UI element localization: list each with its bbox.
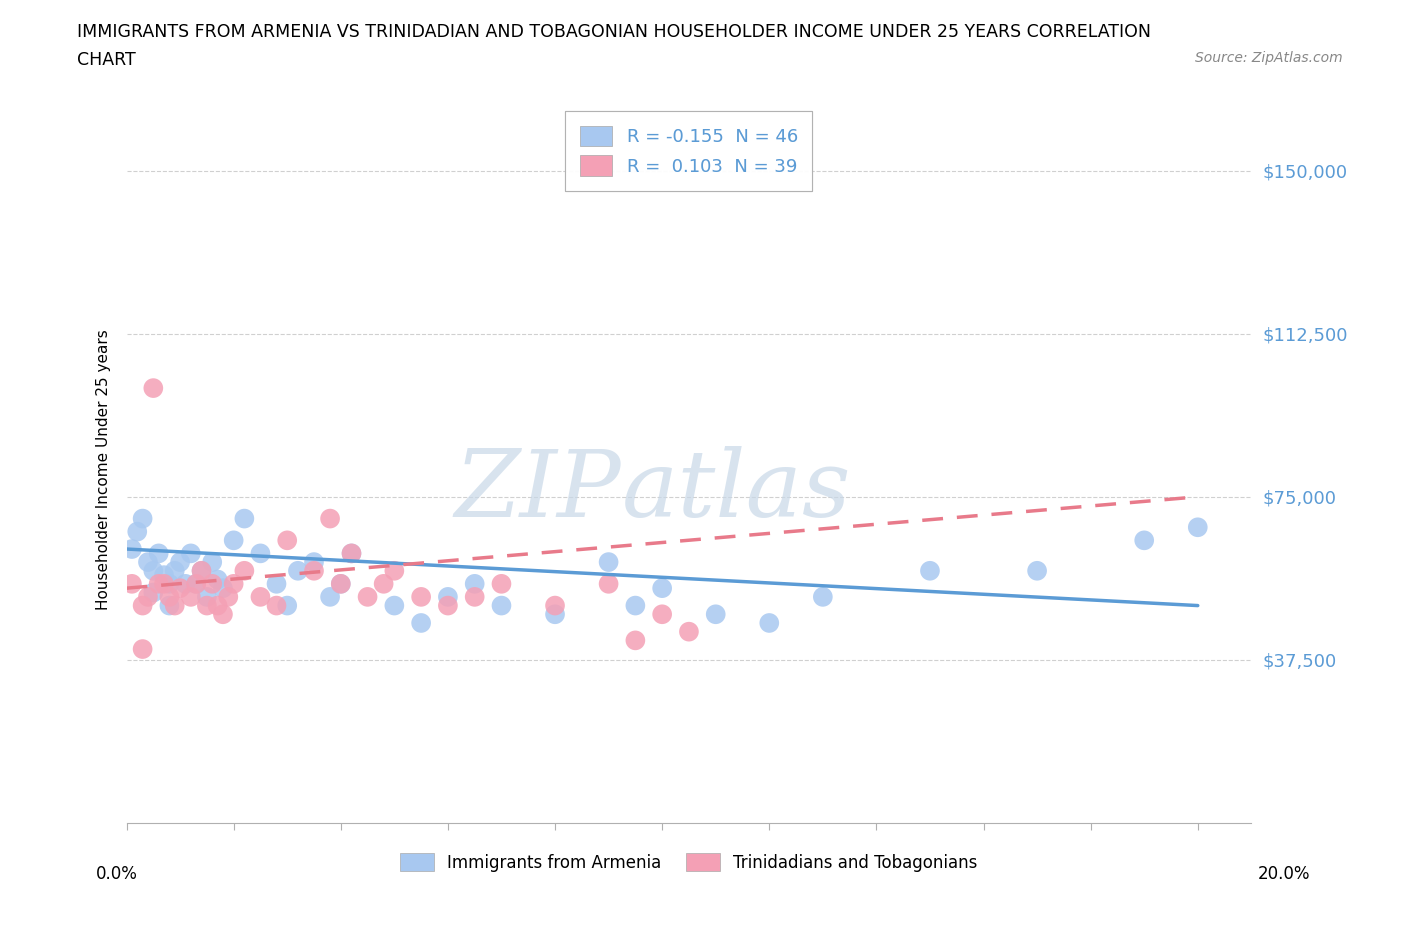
Point — [249, 546, 271, 561]
Point — [180, 590, 202, 604]
Point — [266, 598, 288, 613]
Point — [169, 580, 191, 595]
Point — [207, 572, 229, 587]
Text: IMMIGRANTS FROM ARMENIA VS TRINIDADIAN AND TOBAGONIAN HOUSEHOLDER INCOME UNDER 2: IMMIGRANTS FROM ARMENIA VS TRINIDADIAN A… — [77, 23, 1152, 41]
Point — [142, 564, 165, 578]
Point — [136, 590, 159, 604]
Point — [127, 525, 149, 539]
Point — [624, 598, 647, 613]
Point — [148, 546, 170, 561]
Point — [163, 564, 186, 578]
Point — [373, 577, 395, 591]
Point — [340, 546, 363, 561]
Point — [1187, 520, 1209, 535]
Point — [624, 633, 647, 648]
Point — [287, 564, 309, 578]
Point — [153, 577, 176, 591]
Legend: R = -0.155  N = 46, R =  0.103  N = 39: R = -0.155 N = 46, R = 0.103 N = 39 — [565, 112, 813, 191]
Point — [491, 598, 513, 613]
Point — [186, 577, 208, 591]
Point — [190, 564, 212, 578]
Point — [157, 577, 180, 591]
Point — [276, 533, 298, 548]
Point — [678, 624, 700, 639]
Point — [411, 616, 433, 631]
Point — [233, 512, 256, 526]
Point — [131, 512, 153, 526]
Point — [153, 567, 176, 582]
Point — [319, 512, 342, 526]
Point — [233, 564, 256, 578]
Point — [411, 590, 433, 604]
Point — [340, 546, 363, 561]
Point — [598, 577, 620, 591]
Point — [382, 598, 405, 613]
Text: 20.0%: 20.0% — [1258, 865, 1310, 883]
Text: ZIP: ZIP — [454, 445, 621, 536]
Point — [136, 554, 159, 569]
Point — [356, 590, 378, 604]
Point — [464, 577, 486, 591]
Point — [382, 564, 405, 578]
Point — [319, 590, 342, 604]
Point — [142, 380, 165, 395]
Point — [302, 554, 325, 569]
Point — [157, 598, 180, 613]
Point — [918, 564, 941, 578]
Point — [491, 577, 513, 591]
Point — [811, 590, 834, 604]
Y-axis label: Householder Income Under 25 years: Householder Income Under 25 years — [96, 329, 111, 610]
Point — [544, 598, 567, 613]
Text: atlas: atlas — [621, 445, 851, 536]
Point — [186, 577, 208, 591]
Point — [121, 577, 143, 591]
Point — [212, 580, 235, 595]
Text: CHART: CHART — [77, 51, 136, 69]
Point — [169, 554, 191, 569]
Point — [437, 598, 460, 613]
Point — [142, 585, 165, 600]
Point — [148, 577, 170, 591]
Point — [174, 577, 197, 591]
Point — [329, 577, 352, 591]
Point — [704, 607, 727, 622]
Point — [1026, 564, 1049, 578]
Point — [195, 590, 218, 604]
Point — [207, 598, 229, 613]
Point — [651, 580, 673, 595]
Point — [266, 577, 288, 591]
Point — [190, 564, 212, 578]
Point — [212, 607, 235, 622]
Point — [651, 607, 673, 622]
Point — [598, 554, 620, 569]
Point — [437, 590, 460, 604]
Point — [180, 546, 202, 561]
Point — [163, 598, 186, 613]
Point — [222, 577, 245, 591]
Point — [302, 564, 325, 578]
Point — [222, 533, 245, 548]
Point — [217, 590, 239, 604]
Point — [131, 642, 153, 657]
Point — [157, 590, 180, 604]
Point — [249, 590, 271, 604]
Point — [201, 577, 224, 591]
Point — [201, 554, 224, 569]
Point — [131, 598, 153, 613]
Text: Source: ZipAtlas.com: Source: ZipAtlas.com — [1195, 51, 1343, 65]
Point — [464, 590, 486, 604]
Text: 0.0%: 0.0% — [96, 865, 138, 883]
Point — [195, 598, 218, 613]
Point — [1133, 533, 1156, 548]
Point — [276, 598, 298, 613]
Point — [544, 607, 567, 622]
Point — [758, 616, 780, 631]
Point — [121, 541, 143, 556]
Point — [329, 577, 352, 591]
